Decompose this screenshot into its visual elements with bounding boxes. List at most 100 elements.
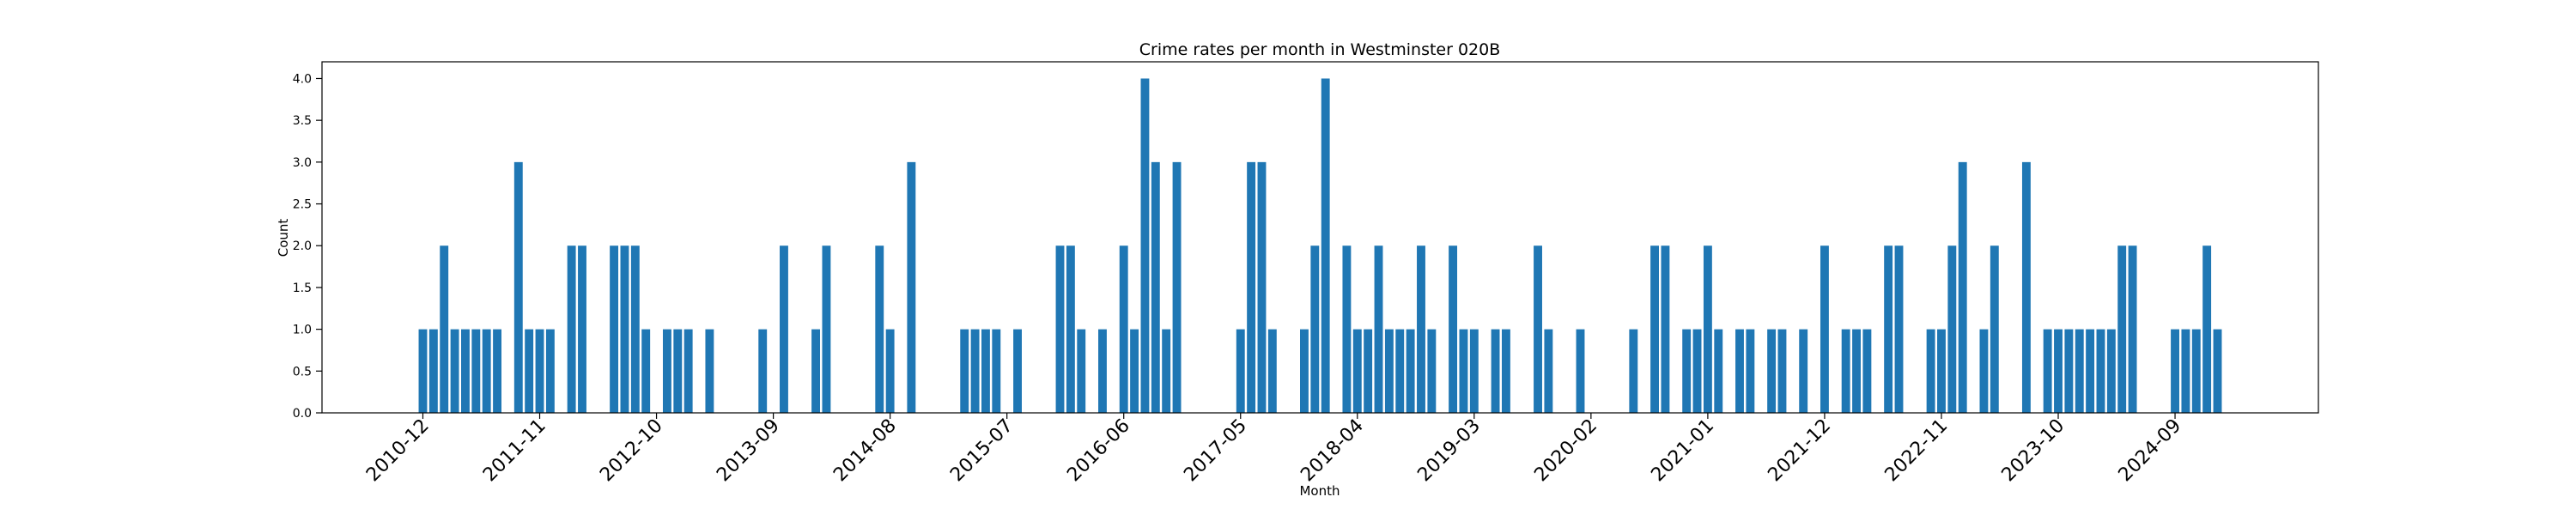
bar	[981, 329, 990, 413]
bar	[1862, 329, 1872, 413]
bar	[1534, 245, 1542, 413]
bar	[1990, 245, 1999, 413]
bar	[1894, 245, 1904, 413]
bar	[1310, 245, 1320, 413]
bar	[1491, 329, 1500, 413]
bar	[2096, 329, 2105, 413]
bar	[1257, 161, 1267, 414]
bar	[525, 329, 534, 413]
y-tick-label: 1.5	[293, 282, 312, 295]
bar	[1013, 329, 1022, 413]
bar	[1576, 329, 1585, 413]
bar	[1947, 245, 1957, 413]
chart-title: Crime rates per month in Westminster 020…	[1139, 40, 1501, 59]
bar	[1979, 329, 1989, 413]
y-tick-label: 0.5	[293, 365, 312, 379]
bar	[970, 329, 980, 413]
x-axis: 2010-12 2011-11 2012-10 2013-09 2014-08 2015-…	[362, 413, 2185, 486]
bar	[1650, 245, 1659, 413]
bar	[1692, 329, 1702, 413]
bar	[493, 329, 501, 413]
bar	[1066, 245, 1075, 413]
x-tick-label: 2021-01	[1647, 415, 1718, 487]
bar	[1926, 329, 1935, 413]
x-tick-label: 2014-08	[829, 415, 901, 487]
bar	[1884, 245, 1893, 413]
bar	[2202, 245, 2212, 413]
bar	[545, 329, 555, 413]
bar	[1352, 329, 1362, 413]
bar	[1267, 329, 1277, 413]
bar	[1077, 329, 1086, 413]
bar	[482, 329, 491, 413]
bar	[1406, 329, 1415, 413]
bar	[1236, 329, 1245, 413]
bar	[2171, 329, 2179, 413]
bar	[418, 329, 428, 413]
bar	[1820, 245, 1829, 413]
bar	[758, 329, 768, 413]
bar	[875, 245, 884, 413]
bar	[641, 329, 651, 413]
bar	[567, 245, 576, 413]
bar	[2086, 329, 2095, 413]
bar	[822, 245, 831, 413]
bar	[1459, 329, 1468, 413]
y-tick-label: 2.5	[293, 198, 312, 212]
bar	[662, 329, 671, 413]
bar	[428, 329, 438, 413]
y-axis: 0.0 0.5 1.0 1.5 2.0 2.5 3.0 3.5 4.0	[293, 72, 322, 421]
bar	[513, 161, 523, 414]
bar	[1300, 329, 1309, 413]
x-tick-label: 2022-11	[1881, 415, 1953, 487]
bar	[1172, 161, 1182, 414]
x-tick-label: 2017-05	[1180, 415, 1251, 487]
bar	[1841, 329, 1850, 413]
y-tick-label: 2.0	[293, 239, 312, 253]
x-tick-label: 2019-03	[1413, 415, 1485, 487]
x-tick-label: 2015-07	[946, 415, 1018, 487]
bar	[578, 245, 586, 413]
x-tick-label: 2018-04	[1297, 415, 1368, 487]
bars	[418, 78, 2222, 414]
x-tick-label: 2023-10	[1998, 415, 2069, 487]
bar	[1119, 245, 1128, 413]
bar	[673, 329, 683, 413]
bar	[2106, 329, 2116, 413]
bar	[1958, 161, 1967, 414]
bar	[2191, 329, 2201, 413]
bar	[1374, 245, 1383, 413]
bar	[1937, 329, 1946, 413]
bar	[683, 329, 693, 413]
bar	[1098, 329, 1107, 413]
bar	[2064, 329, 2074, 413]
bar	[1501, 329, 1510, 413]
bar	[2054, 329, 2063, 413]
bar	[1395, 329, 1405, 413]
x-tick-label: 2010-12	[362, 415, 434, 487]
bar	[1746, 329, 1755, 413]
bar	[1151, 161, 1160, 414]
bar	[620, 245, 629, 413]
bar	[2181, 329, 2190, 413]
bar	[610, 245, 619, 413]
bar	[1055, 245, 1065, 413]
bar	[1427, 329, 1437, 413]
x-tick-label: 2012-10	[596, 415, 667, 487]
bar	[1417, 245, 1425, 413]
bar	[811, 329, 821, 413]
x-tick-label: 2011-11	[479, 415, 550, 487]
bar	[992, 329, 1001, 413]
bar	[1384, 329, 1394, 413]
bar	[1714, 329, 1723, 413]
bar	[1703, 245, 1712, 413]
bar	[1449, 245, 1458, 413]
x-tick-label: 2016-06	[1063, 415, 1134, 487]
y-tick-label: 3.5	[293, 114, 312, 128]
bar	[2021, 161, 2031, 414]
bar	[2213, 329, 2222, 413]
bar	[1767, 329, 1777, 413]
bar	[907, 161, 916, 414]
y-tick-label: 4.0	[293, 72, 312, 86]
